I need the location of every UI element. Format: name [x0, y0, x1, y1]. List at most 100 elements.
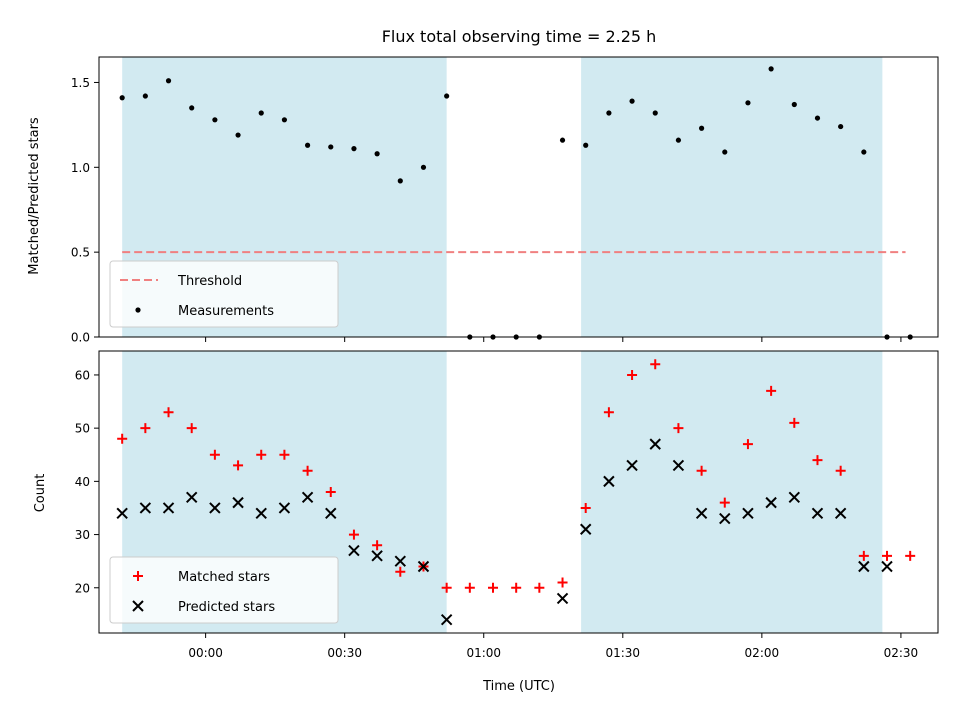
- matched-star-marker: [302, 465, 313, 476]
- measurement-point: [467, 334, 473, 340]
- predicted-star-marker: [765, 496, 777, 509]
- measurement-point: [119, 95, 125, 101]
- x-tick-label: 00:00: [188, 646, 223, 660]
- matched-star-marker: [279, 449, 290, 460]
- matched-star-marker: [534, 582, 545, 593]
- measurement-point: [165, 78, 172, 84]
- predicted-star-marker: [881, 560, 893, 573]
- y-tick-label: 1.0: [71, 161, 90, 175]
- matched-star-marker: [858, 550, 869, 561]
- predicted-star-marker: [811, 507, 824, 519]
- measurement-point: [745, 100, 751, 106]
- predicted-star-marker: [649, 438, 661, 450]
- legend-box: [109, 556, 339, 624]
- y-tick-label: 20: [75, 581, 90, 595]
- matched-star-marker: [441, 582, 452, 593]
- measurement-point: [212, 117, 218, 123]
- matched-star-marker: [256, 449, 267, 460]
- measurement-point: [791, 101, 797, 108]
- matched-star-marker: [511, 582, 522, 593]
- predicted-star-marker: [139, 502, 152, 514]
- predicted-star-marker: [162, 502, 175, 514]
- predicted-star-marker: [695, 507, 708, 519]
- predicted-star-marker: [278, 502, 291, 514]
- matched-star-marker: [488, 582, 499, 593]
- predicted-star-marker: [417, 560, 430, 573]
- measurement-point: [444, 93, 450, 99]
- measurement-point: [652, 110, 658, 116]
- predicted-star-marker: [185, 491, 198, 504]
- x-tick-label: 01:00: [466, 646, 501, 660]
- measurement-point: [861, 149, 867, 155]
- measurement-point: [675, 137, 682, 143]
- predicted-star-marker: [394, 555, 407, 567]
- y-tick-label: 40: [75, 475, 90, 489]
- predicted-star-marker: [556, 592, 569, 605]
- matched-star-marker: [812, 455, 823, 466]
- measurement-point: [606, 110, 612, 116]
- predicted-star-marker: [580, 523, 592, 535]
- matched-star-marker: [905, 550, 916, 561]
- legend-label: Measurements: [178, 304, 274, 319]
- x-tick-label: 00:30: [327, 646, 362, 660]
- predicted-star-marker: [325, 507, 337, 519]
- top-y-axis-label: Matched/Predicted stars: [27, 117, 42, 275]
- measurement-point: [142, 93, 148, 99]
- y-tick-label: 0.5: [71, 246, 90, 260]
- predicted-star-marker: [440, 613, 453, 626]
- predicted-star-marker: [834, 507, 847, 519]
- legend-measurement-swatch: [135, 307, 141, 313]
- matched-star-marker: [766, 385, 777, 396]
- measurement-point: [814, 115, 821, 121]
- x-tick-label: 01:30: [605, 646, 640, 660]
- x-tick-label: 02:30: [884, 646, 919, 660]
- matched-star-marker: [395, 566, 406, 577]
- predicted-star-marker: [742, 507, 754, 519]
- legend-matched-swatch: [133, 571, 143, 581]
- legend-box: [109, 260, 339, 328]
- legend-predicted-swatch: [132, 600, 144, 612]
- predicted-star-marker: [788, 491, 801, 504]
- predicted-star-marker: [719, 512, 731, 525]
- predicted-star-marker: [371, 550, 383, 562]
- y-tick-label: 0.0: [71, 331, 90, 345]
- measurement-point: [304, 142, 311, 148]
- matched-star-marker: [325, 487, 336, 497]
- measurement-point: [838, 123, 844, 130]
- measurement-point: [328, 144, 334, 150]
- legend-label: Matched stars: [178, 570, 270, 585]
- measurement-point: [513, 334, 519, 340]
- matched-star-marker: [650, 359, 661, 370]
- chart-title: Flux total observing time = 2.25 h: [382, 27, 657, 46]
- shaded-interval-2: [581, 351, 883, 633]
- matched-star-marker: [696, 465, 707, 476]
- measurement-point: [351, 146, 357, 152]
- predicted-star-marker: [348, 544, 360, 557]
- matched-star-marker: [117, 433, 128, 444]
- matched-star-marker: [163, 407, 174, 418]
- matched-star-marker: [140, 423, 151, 434]
- measurement-point: [374, 151, 380, 157]
- measurement-point: [884, 334, 890, 340]
- y-tick-label: 60: [75, 368, 90, 382]
- predicted-star-marker: [209, 502, 221, 514]
- matched-star-marker: [580, 502, 591, 513]
- y-tick-label: 30: [75, 528, 90, 542]
- matched-star-marker: [464, 582, 475, 593]
- measurement-point: [629, 98, 635, 104]
- matched-star-marker: [835, 465, 846, 476]
- measurement-point: [281, 117, 288, 123]
- plot-frame: [98, 350, 939, 634]
- predicted-star-marker: [858, 560, 870, 573]
- matched-star-marker: [348, 529, 359, 540]
- matched-star-marker: [372, 540, 383, 551]
- measurement-point: [490, 334, 496, 340]
- measurement-point: [536, 334, 542, 340]
- predicted-star-marker: [301, 491, 314, 504]
- predicted-star-marker: [255, 507, 267, 519]
- matched-star-marker: [209, 449, 220, 460]
- legend-label: Predicted stars: [178, 600, 275, 615]
- measurement-point: [559, 137, 566, 143]
- matched-star-marker: [186, 423, 197, 434]
